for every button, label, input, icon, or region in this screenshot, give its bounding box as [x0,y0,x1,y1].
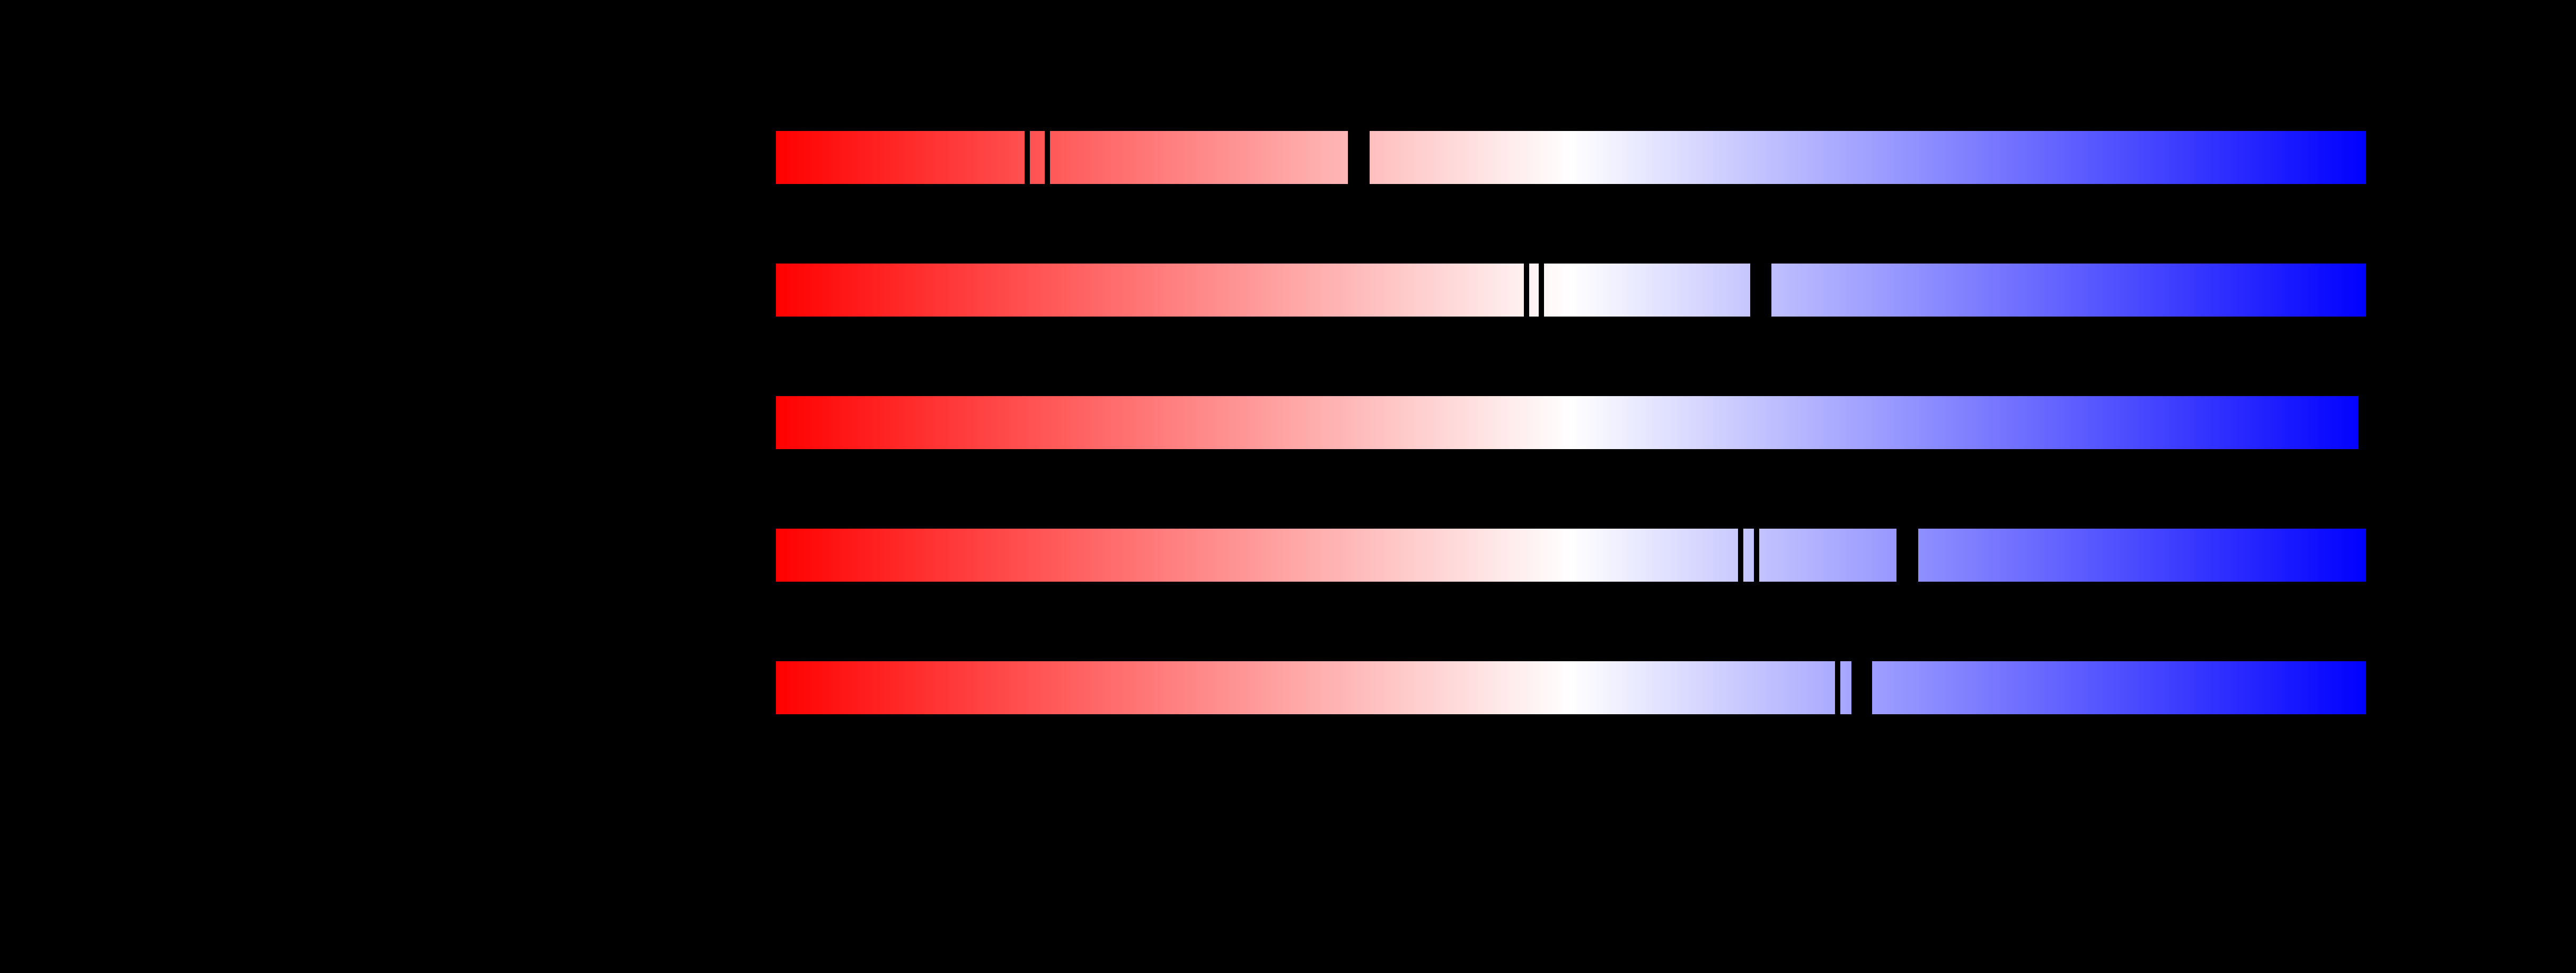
pair-tick-line [1045,131,1050,184]
gradient-bar-row-3 [776,396,2358,449]
pair-tick-line [1738,529,1743,582]
gap-marker [1348,131,1370,184]
pair-tick-line [1025,131,1030,184]
pair-tick-line [1754,529,1759,582]
gradient-bar-row-1 [776,131,2366,184]
gap-marker [1896,529,1918,582]
gap-marker [1851,661,1872,714]
gradient-bar-row-2 [776,264,2366,317]
pair-tick-line [1835,661,1840,714]
pair-tick-line [1539,264,1544,317]
gradient-bar-row-4 [776,529,2366,582]
pair-tick-line [1524,264,1529,317]
gap-marker [1750,264,1771,317]
gradient-bar-row-5 [776,661,2366,714]
